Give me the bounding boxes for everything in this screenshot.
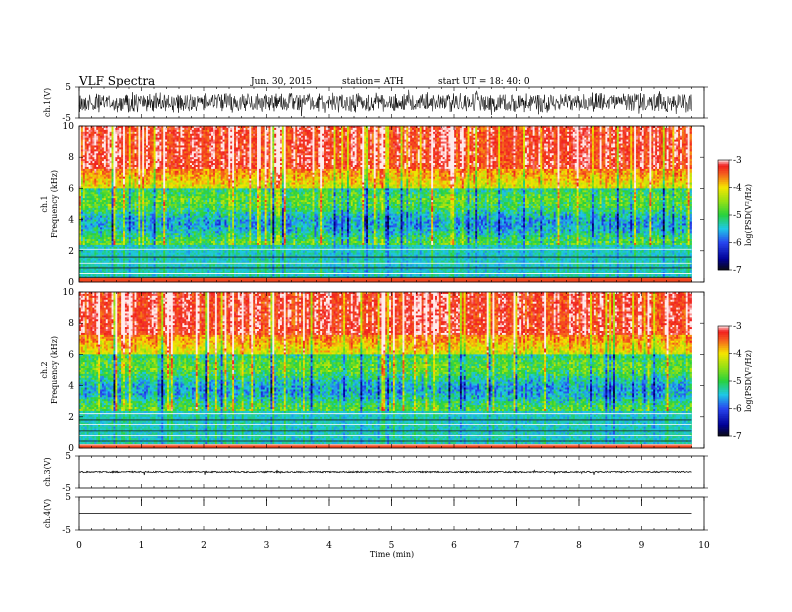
xtick-2: 2	[201, 541, 207, 551]
xtick-10: 10	[698, 541, 710, 551]
ch2-colorbar-tick--5: -5	[733, 377, 742, 387]
time-axis-label: Time (min)	[370, 550, 414, 559]
xtick-4: 4	[326, 541, 332, 551]
ch1-colorbar-label: log(PSD(V²/Hz)	[744, 184, 753, 246]
vlf-spectra-figure: VLF Spectra Jun. 30, 2015 station= ATH s…	[0, 0, 792, 612]
ch2-spectrogram-ytick-10: 10	[63, 288, 75, 298]
xtick-8: 8	[576, 541, 582, 551]
ch1-spectrogram-ytick-8: 8	[68, 153, 74, 163]
ch1-colorbar-tick--7: -7	[733, 266, 742, 276]
xtick-1: 1	[139, 541, 145, 551]
xtick-6: 6	[451, 541, 457, 551]
ch4-waveform-panel: 5 -5 ch.4(V)	[43, 493, 708, 536]
xtick-9: 9	[639, 541, 645, 551]
ch1-waveform-signal	[79, 90, 692, 116]
ch4-waveform-ylabel: ch.4(V)	[43, 499, 52, 528]
ch1-waveform-ytick-top: 5	[65, 83, 71, 93]
ch1-colorbar-tick--5: -5	[733, 211, 742, 221]
ch1-waveform-ylabel: ch.1(V)	[43, 88, 52, 117]
xtick-0: 0	[76, 541, 82, 551]
ch2-colorbar-label: log(PSD(V²/Hz)	[744, 350, 753, 412]
ch2-spectrogram-channel-label: ch.2	[40, 361, 49, 378]
figure-title: VLF Spectra	[78, 74, 155, 88]
ch2-colorbar-tick--6: -6	[733, 405, 742, 415]
ch2-spectrogram-ylabel: Frequency (kHz)	[50, 336, 59, 404]
ch2-spectrogram-ytick-6: 6	[68, 350, 74, 360]
ch1-spectrogram-panel: 10 8 6 4 2 0 ch.1 Frequency (kHz)	[40, 122, 704, 288]
ch1-spectrogram-ytick-6: 6	[68, 184, 74, 194]
ch1-colorbar: -3 -4 -5 -6 -7 log(PSD(V²/Hz)	[718, 156, 753, 276]
station-label: station= ATH	[342, 77, 404, 87]
ch3-waveform-signal	[79, 470, 692, 475]
ch1-spectrogram-ytick-0: 0	[68, 278, 74, 288]
ch1-spectrogram-heatmap	[79, 126, 692, 282]
ch1-spectrogram-ytick-10: 10	[63, 122, 75, 132]
ch1-spectrogram-channel-label: ch.1	[40, 195, 49, 212]
ch1-colorbar-tick--3: -3	[733, 156, 742, 166]
ch2-spectrogram-ytick-8: 8	[68, 319, 74, 329]
ch1-spectrogram-ylabel: Frequency (kHz)	[50, 170, 59, 238]
start-time-label: start UT = 18: 40: 0	[438, 77, 530, 87]
ch1-waveform-panel: 5-5ch.1(V)	[43, 83, 708, 124]
ch2-colorbar-tick--3: -3	[733, 322, 742, 332]
xtick-3: 3	[264, 541, 270, 551]
ch3-waveform-panel: 5-5ch.3(V)	[43, 452, 708, 494]
ch1-spectrogram-ytick-4: 4	[68, 216, 74, 226]
ch2-colorbar: -3 -4 -5 -6 -7 log(PSD(V²/Hz)	[718, 322, 753, 442]
ch3-waveform-ylabel: ch.3(V)	[43, 457, 52, 486]
ch2-colorbar-tick--7: -7	[733, 432, 742, 442]
ch3-waveform-ytick-top: 5	[65, 452, 71, 462]
ch2-spectrogram-ytick-2: 2	[68, 413, 74, 423]
ch1-colorbar-tick--4: -4	[733, 184, 742, 194]
ch4-waveform-ytick-bottom: -5	[62, 526, 71, 536]
ch1-spectrogram-ytick-2: 2	[68, 247, 74, 257]
ch2-spectrogram-ytick-4: 4	[68, 382, 74, 392]
ch1-colorbar-tick--6: -6	[733, 239, 742, 249]
xtick-7: 7	[514, 541, 520, 551]
ch2-colorbar-tick--4: -4	[733, 350, 742, 360]
ch4-waveform-ytick-top: 5	[65, 493, 71, 503]
date-label: Jun. 30, 2015	[250, 77, 312, 87]
